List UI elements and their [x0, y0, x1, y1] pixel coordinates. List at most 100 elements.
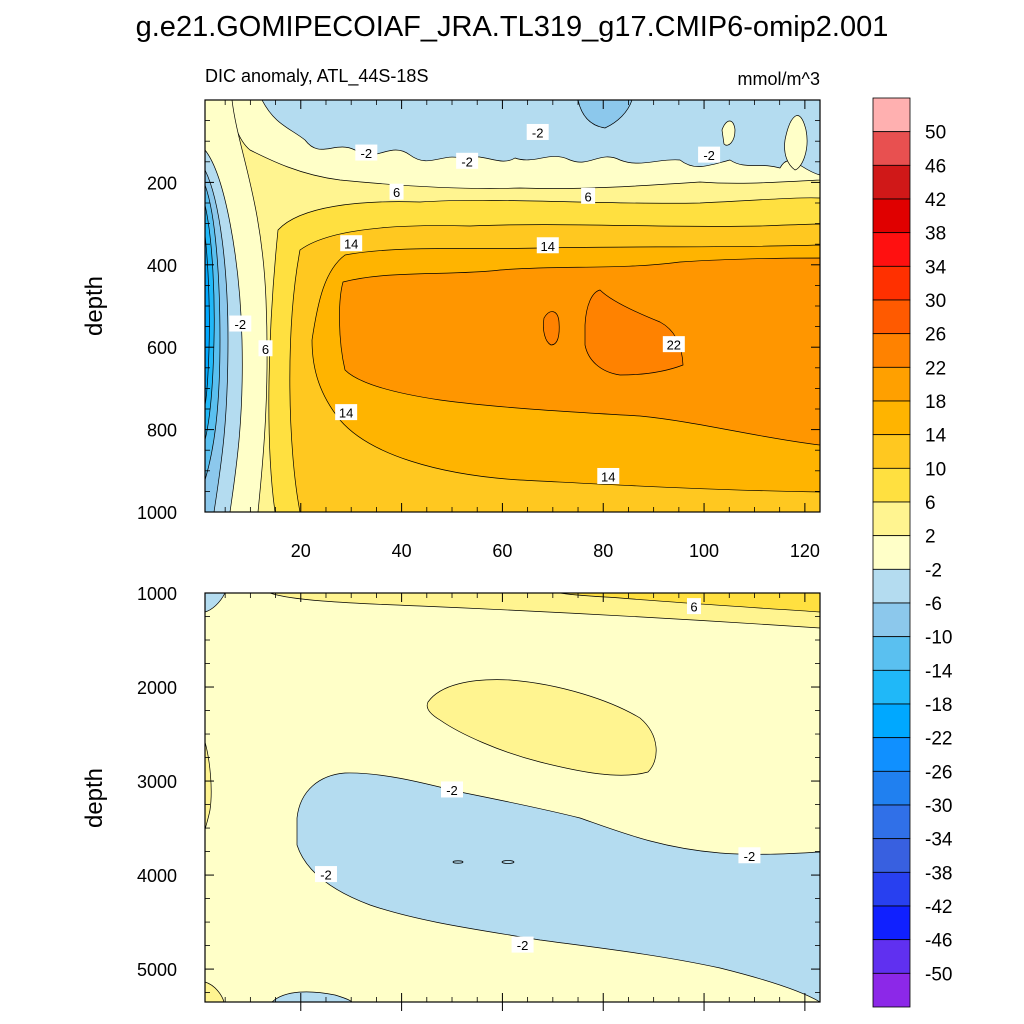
contour-label-box — [686, 598, 701, 615]
colorbar-swatch — [872, 164, 911, 200]
bottom-island-2 — [501, 860, 515, 864]
contour-label-box — [355, 144, 378, 161]
colorbar-swatch — [872, 905, 911, 941]
colorbar-label: -30 — [925, 796, 952, 817]
y-tick-label: 200 — [147, 173, 177, 193]
colorbar-label: 50 — [925, 123, 946, 144]
colorbar: 50 46 42 38 34 30 26 22 18 14 10 6 2 -2 -6 -10 -14 -18 -22… — [872, 97, 953, 1008]
contour-label-text: -2 — [235, 317, 247, 332]
top-axes: 20 40 60 80 100 120 200 400 600 800 1000 — [137, 99, 820, 561]
colorbar-swatch — [872, 97, 911, 133]
bottom-plot-frame — [204, 592, 821, 1003]
contour-label: -2 — [355, 144, 378, 161]
y-tick-label: 3000 — [137, 772, 177, 792]
y-tick-label: 1000 — [137, 584, 177, 604]
colorbar-swatch — [872, 669, 911, 705]
contour-label: 6 — [686, 598, 701, 615]
contour-label-text: -2 — [446, 783, 458, 798]
colorbar-label: -26 — [925, 762, 952, 783]
bottom-contour-labels: 6 -2 -2 -2 -2 — [314, 598, 761, 953]
contour-label-text: 14 — [344, 237, 358, 252]
colorbar-label: -2 — [925, 560, 942, 581]
colorbar-swatch — [872, 804, 911, 840]
colorbar-label: -38 — [925, 863, 952, 884]
y-tick-label: 2000 — [137, 678, 177, 698]
contour-label: -2 — [511, 936, 534, 953]
top-panel-title: DIC anomaly, ATL_44S-18S — [205, 66, 428, 87]
colorbar-label: 22 — [925, 358, 946, 379]
contour-label-box — [456, 152, 479, 169]
colorbar-label: -10 — [925, 628, 952, 649]
x-tick-label: 80 — [593, 541, 613, 561]
contour-label-box — [258, 340, 273, 357]
top-contour-labels: -2 -2 -2 -2 6 6 14 14 -2 6 22 14 14 — [229, 123, 721, 484]
colorbar-label: -6 — [925, 594, 942, 615]
colorbar-label: -18 — [925, 695, 952, 716]
contour-label-box — [581, 187, 596, 204]
contour-label-box — [536, 237, 559, 254]
bottom-ylabel: depth — [81, 768, 108, 828]
contour-label-box — [526, 123, 549, 140]
colorbar-swatch — [872, 501, 911, 537]
contour-label-box — [597, 467, 620, 484]
colorbar-label: 6 — [925, 493, 936, 514]
top-ylabel: depth — [81, 276, 108, 336]
contour-label-text: -2 — [703, 148, 715, 163]
contour-label-text: 6 — [393, 185, 400, 200]
top-panel-units: mmol/m^3 — [738, 69, 820, 89]
colorbar-label: 38 — [925, 224, 946, 245]
colorbar-label: 14 — [925, 426, 947, 447]
colorbar-swatch — [872, 131, 911, 166]
x-tick-label: 100 — [689, 541, 719, 561]
colorbar-swatch — [872, 535, 911, 570]
contour-label-box — [335, 404, 358, 421]
contour-label-box — [314, 866, 337, 883]
colorbar-label: -34 — [925, 830, 953, 851]
bottom-fill-m2-m6-tongue — [296, 772, 820, 1002]
contour-label-text: 14 — [601, 469, 615, 484]
colorbar-swatch — [872, 737, 911, 772]
colorbar-label: -42 — [925, 897, 952, 918]
colorbar-swatch — [872, 602, 911, 638]
contour-label-box — [738, 847, 761, 864]
x-tick-label: 20 — [291, 541, 311, 561]
contour-label-text: -2 — [320, 868, 332, 883]
contour-label: 14 — [335, 404, 358, 421]
y-tick-label: 400 — [147, 256, 177, 276]
y-tick-label: 600 — [147, 338, 177, 358]
colorbar-swatch — [872, 265, 911, 301]
top-fill-island-2 — [721, 120, 736, 146]
colorbar-label: -50 — [925, 964, 952, 985]
y-tick-label: 800 — [147, 421, 177, 441]
contour-label-box — [229, 315, 252, 332]
contour-label: 6 — [258, 340, 273, 357]
colorbar-swatch — [872, 636, 911, 671]
contour-label-text: -2 — [461, 154, 473, 169]
contour-label-text: 14 — [339, 406, 353, 421]
colorbar-swatch — [872, 939, 911, 974]
top-plot-area — [205, 100, 820, 512]
bottom-fill-2-6-blob — [426, 679, 657, 776]
contour-label: 14 — [340, 235, 363, 252]
contour-label-text: 14 — [541, 239, 555, 254]
colorbar-swatch — [872, 467, 911, 503]
contour-label: -2 — [441, 781, 464, 798]
bottom-plot-area — [205, 593, 820, 1002]
contour-label-text: -2 — [744, 849, 756, 864]
y-tick-label: 5000 — [137, 960, 177, 980]
bottom-fill-2-6-corner-bottom — [205, 981, 225, 1002]
colorbar-swatch — [872, 770, 911, 806]
contour-label: -2 — [698, 146, 721, 163]
contour-label-text: -2 — [361, 146, 373, 161]
colorbar-label: 46 — [925, 156, 946, 177]
colorbar-label: 10 — [925, 459, 946, 480]
contour-label: 14 — [536, 237, 559, 254]
contour-label-box — [662, 336, 685, 353]
contour-label: 14 — [597, 467, 620, 484]
colorbar-swatch — [872, 366, 911, 402]
top-fill-18-22 — [339, 257, 820, 446]
contour-label-text: 6 — [690, 600, 697, 615]
top-fill-left-m18-m22 — [205, 234, 210, 406]
colorbar-label: -22 — [925, 729, 952, 750]
